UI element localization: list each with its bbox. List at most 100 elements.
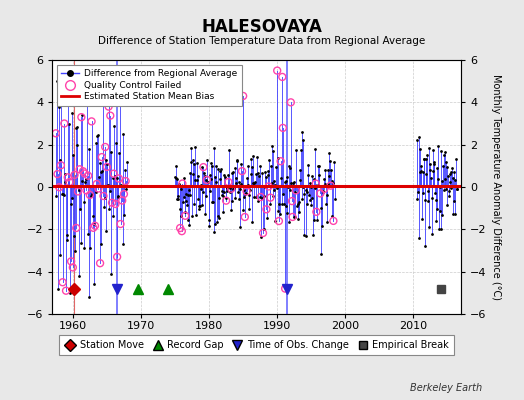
Point <box>180 208 189 215</box>
Point <box>180 194 188 200</box>
Point <box>214 212 222 219</box>
Point <box>308 173 316 179</box>
Point <box>68 110 76 116</box>
Point <box>65 179 73 185</box>
Point <box>77 114 85 120</box>
Point <box>105 188 114 194</box>
Point <box>292 187 300 194</box>
Point <box>244 163 253 169</box>
Legend: Difference from Regional Average, Quality Control Failed, Estimated Station Mean: Difference from Regional Average, Qualit… <box>57 64 242 106</box>
Point <box>261 184 269 190</box>
Point <box>238 168 246 174</box>
Point <box>278 74 287 80</box>
Point <box>306 197 314 204</box>
Point <box>111 201 119 207</box>
Point <box>260 193 268 199</box>
Point <box>246 171 255 177</box>
Point <box>72 225 80 231</box>
Point <box>291 214 299 220</box>
Point <box>233 158 241 164</box>
Point <box>258 195 267 201</box>
Point <box>171 174 179 180</box>
Point <box>71 248 79 254</box>
Point <box>219 193 227 199</box>
Point <box>449 211 457 218</box>
Point <box>243 175 252 181</box>
Point <box>282 210 291 216</box>
Point <box>195 203 204 210</box>
Point <box>425 161 434 167</box>
Point <box>112 174 121 181</box>
Point <box>329 180 337 187</box>
Point <box>441 149 449 155</box>
Point <box>83 82 91 89</box>
Point <box>192 212 200 218</box>
Point <box>123 159 131 166</box>
Point <box>79 168 87 174</box>
Point <box>214 215 223 222</box>
Point <box>226 206 235 213</box>
Point <box>67 201 75 208</box>
Point <box>197 186 205 192</box>
Point <box>80 199 88 205</box>
Point <box>237 161 245 167</box>
Point <box>247 164 256 170</box>
Point <box>299 183 308 190</box>
Point <box>235 179 243 185</box>
Point <box>302 188 311 195</box>
Point <box>274 207 282 214</box>
Point <box>284 184 292 190</box>
Point <box>207 176 215 182</box>
Point <box>176 225 184 231</box>
Point <box>91 140 100 146</box>
Point <box>308 195 316 201</box>
Point <box>242 188 250 195</box>
Point <box>434 143 443 149</box>
Point <box>73 142 81 148</box>
Point <box>281 178 290 184</box>
Point <box>95 160 104 166</box>
Point <box>425 145 433 151</box>
Point <box>414 189 422 195</box>
Point <box>227 186 235 192</box>
Point <box>106 112 114 119</box>
Point <box>259 226 268 232</box>
Point <box>325 150 334 156</box>
Point <box>85 192 94 198</box>
Point <box>307 202 315 208</box>
Point <box>413 196 422 202</box>
Point <box>322 201 330 207</box>
Point <box>225 146 233 153</box>
Point <box>85 146 93 152</box>
Point <box>318 223 326 229</box>
Point <box>445 188 453 194</box>
Point <box>113 254 121 260</box>
Point <box>310 217 318 223</box>
Point <box>274 154 282 161</box>
Point <box>273 67 281 74</box>
Point <box>172 162 180 169</box>
Point <box>64 120 73 127</box>
Point <box>279 125 287 131</box>
Point <box>278 201 286 208</box>
Point <box>315 163 323 170</box>
Point <box>91 222 99 229</box>
Point <box>103 164 111 170</box>
Point <box>193 160 201 166</box>
Point <box>289 214 298 220</box>
Point <box>302 187 310 194</box>
Point <box>190 160 198 167</box>
Point <box>216 176 225 182</box>
Point <box>231 195 239 201</box>
Point <box>270 187 279 193</box>
Point <box>201 193 210 199</box>
Point <box>54 285 62 292</box>
Legend: Station Move, Record Gap, Time of Obs. Change, Empirical Break: Station Move, Record Gap, Time of Obs. C… <box>60 335 454 355</box>
Point <box>183 202 191 208</box>
Point <box>297 147 305 153</box>
Point <box>303 172 312 179</box>
Point <box>448 165 456 172</box>
Point <box>226 189 234 195</box>
Point <box>100 204 108 210</box>
Point <box>174 196 182 202</box>
